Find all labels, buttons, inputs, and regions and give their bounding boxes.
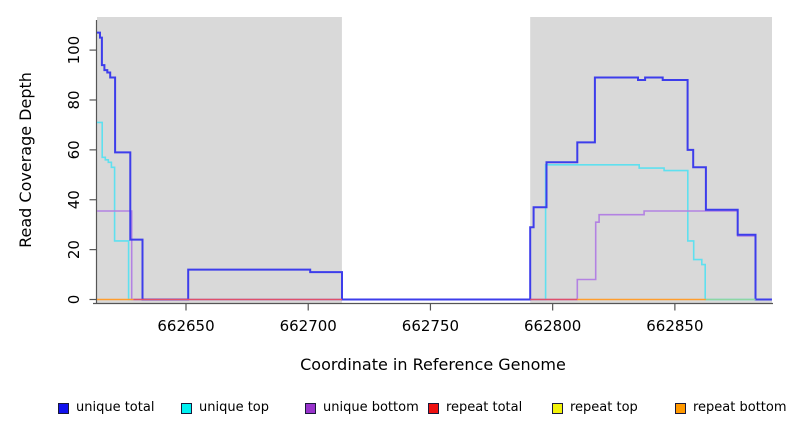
y-tick-label: 0 bbox=[65, 295, 83, 305]
shaded-regions bbox=[97, 17, 772, 304]
legend-swatch-icon bbox=[58, 402, 69, 414]
x-tick-label: 662800 bbox=[524, 317, 581, 335]
x-tick-label: 662750 bbox=[402, 317, 459, 335]
x-axis-title: Coordinate in Reference Genome bbox=[300, 355, 566, 374]
x-tick-label: 662850 bbox=[646, 317, 703, 335]
legend-item-unique-total: unique total bbox=[58, 401, 154, 415]
y-tick-label: 80 bbox=[65, 90, 83, 109]
legend-label: unique bottom bbox=[323, 400, 419, 415]
legend-item-repeat-top: repeat top bbox=[552, 401, 638, 415]
legend-swatch-icon bbox=[552, 402, 563, 414]
x-tick-label: 662650 bbox=[157, 317, 214, 335]
legend-label: repeat total bbox=[446, 400, 523, 415]
y-axis-title: Read Coverage Depth bbox=[16, 72, 35, 248]
series-unique-top bbox=[97, 121, 772, 301]
legend-item-unique-bottom: unique bottom bbox=[305, 401, 419, 415]
legend-label: unique total bbox=[76, 400, 155, 415]
legend-swatch-icon bbox=[305, 402, 316, 414]
legend-label: unique top bbox=[199, 400, 270, 415]
series-unique-total bbox=[97, 31, 772, 301]
y-tick-label: 20 bbox=[65, 240, 83, 259]
legend-item-repeat-total: repeat total bbox=[428, 401, 522, 415]
series-lines bbox=[97, 31, 772, 301]
legend-label: repeat top bbox=[570, 400, 638, 415]
y-tick-label: 60 bbox=[65, 140, 83, 159]
y-tick-label: 100 bbox=[65, 36, 83, 65]
legend-item-unique-top: unique top bbox=[181, 401, 269, 415]
x-tick-label: 662700 bbox=[280, 317, 337, 335]
mapped-region-right bbox=[530, 17, 772, 304]
legend-swatch-icon bbox=[428, 402, 439, 414]
y-tick-label: 40 bbox=[65, 190, 83, 209]
axes: 0 20 40 60 80 100 662650 662700 662750 662800 6628… bbox=[65, 20, 773, 335]
legend-swatch-icon bbox=[675, 402, 686, 414]
mapped-region-left bbox=[97, 17, 342, 304]
legend-swatch-icon bbox=[181, 402, 192, 414]
legend-label: repeat bottom bbox=[693, 400, 787, 415]
legend-item-repeat-bottom: repeat bottom bbox=[675, 401, 787, 415]
